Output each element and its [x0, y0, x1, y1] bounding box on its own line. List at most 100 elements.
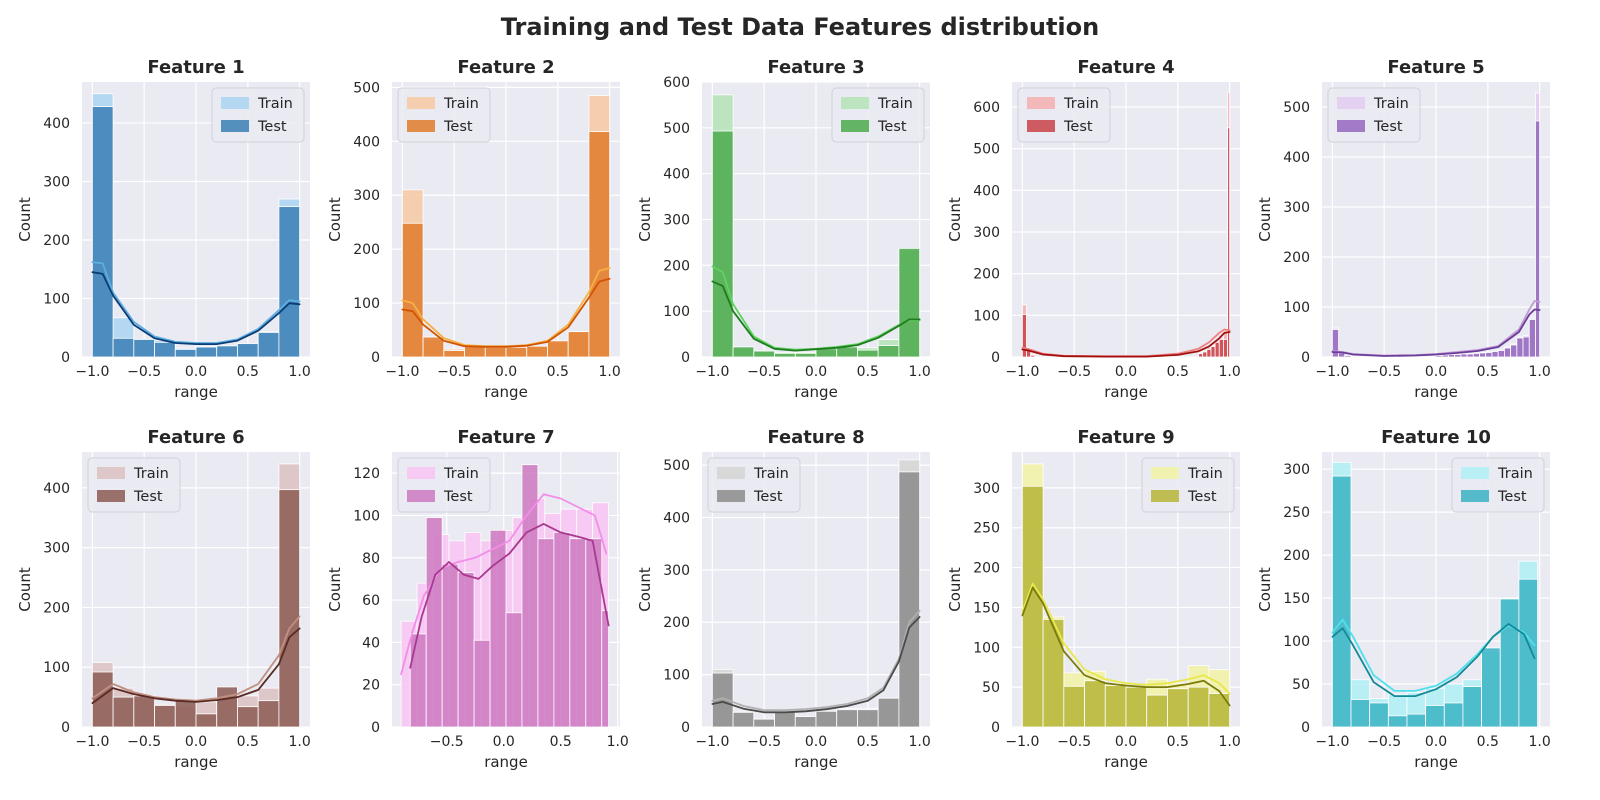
subplot-title: Feature 4: [1077, 57, 1174, 78]
y-tick-label: 400: [663, 167, 690, 183]
kde-line-test: [1331, 623, 1536, 697]
y-tick-label: 40: [362, 635, 380, 651]
histogram-bar: [443, 350, 465, 358]
legend-label-test: Test: [1497, 489, 1527, 505]
x-tick-label: −1.0: [385, 364, 419, 380]
histogram-bar: [1510, 344, 1518, 358]
y-tick-label: 0: [681, 720, 690, 736]
subplot-5: −1.0 −0.5 0.0 0.5 1.0 0 100 200 300 400 500 Feature…: [1256, 57, 1551, 401]
histogram-bar: [774, 352, 796, 358]
x-tick-label: −1.0: [75, 734, 109, 750]
legend: Train Test: [87, 457, 181, 513]
y-tick-label: 150: [1283, 591, 1310, 607]
y-tick-label: 100: [1283, 634, 1310, 650]
y-tick-label: 500: [663, 458, 690, 474]
histogram-bar: [753, 350, 775, 358]
y-tick-label: 0: [371, 720, 380, 736]
legend-label-train: Train: [1497, 466, 1533, 482]
legend-label-train: Train: [877, 96, 913, 112]
legend-swatch-test: [841, 120, 869, 132]
y-tick-label: 50: [982, 680, 1000, 696]
histogram-bar: [1479, 352, 1487, 358]
subplot-title: Feature 9: [1077, 427, 1174, 448]
x-tick-label: 0.5: [1167, 734, 1189, 750]
legend-label-test: Test: [753, 489, 783, 505]
x-tick-label: −1.0: [695, 734, 729, 750]
figure-title: Training and Test Data Features distribu…: [501, 13, 1099, 41]
histogram-bar: [91, 671, 114, 728]
histogram-bar: [216, 686, 238, 728]
y-axis-label: Count: [16, 197, 34, 242]
histogram-bar: [1210, 346, 1216, 358]
x-tick-label: −1.0: [1005, 364, 1039, 380]
x-axis-label: range: [1414, 383, 1458, 401]
histogram-bar: [569, 538, 587, 728]
histogram-bar: [1084, 680, 1106, 728]
histogram-bar: [473, 639, 491, 728]
subplot-title: Feature 10: [1381, 427, 1491, 448]
legend-swatch-test: [717, 490, 745, 502]
histogram-bar: [237, 343, 259, 358]
legend-label-train: Train: [1373, 96, 1409, 112]
histogram-bar: [1125, 686, 1148, 728]
histogram-bar: [237, 706, 259, 728]
legend: Train Test: [211, 87, 305, 143]
histogram-bar: [1443, 702, 1464, 728]
x-tick-label: −1.0: [1315, 364, 1349, 380]
y-axis-label: Count: [1256, 567, 1274, 612]
histogram-bar: [1218, 339, 1224, 358]
legend: Train Test: [397, 457, 491, 513]
y-axis-label: Count: [326, 197, 344, 242]
x-tick-label: 1.0: [1219, 364, 1241, 380]
histogram-bar: [1481, 647, 1501, 728]
x-tick-label: 0.0: [1425, 734, 1447, 750]
x-tick-label: 0.5: [1477, 364, 1499, 380]
subplot-title: Feature 2: [457, 57, 554, 78]
legend-label-test: Test: [1187, 489, 1217, 505]
histogram-bar: [815, 710, 838, 728]
histogram-bar: [112, 696, 135, 728]
x-tick-label: −1.0: [1005, 734, 1039, 750]
kde-line-test: [409, 523, 610, 669]
histogram-bar: [547, 340, 569, 358]
x-tick-label: −0.5: [127, 734, 161, 750]
y-tick-label: 200: [663, 615, 690, 631]
x-tick-label: −0.5: [1057, 364, 1091, 380]
histogram-bar: [794, 352, 817, 358]
histogram-bar: [1198, 353, 1204, 358]
x-tick-label: 0.0: [185, 364, 207, 380]
subplot-title: Feature 7: [457, 427, 554, 448]
y-axis-label: Count: [636, 197, 654, 242]
y-tick-label: 500: [1283, 100, 1310, 116]
x-tick-label: 0.5: [237, 734, 259, 750]
histogram-bar: [836, 346, 858, 358]
histogram-bar: [489, 529, 507, 728]
legend-swatch-train: [717, 467, 745, 479]
x-tick-label: 1.0: [909, 734, 931, 750]
histogram-bar: [1167, 688, 1189, 728]
y-tick-label: 500: [353, 80, 380, 96]
legend-swatch-train: [1151, 467, 1179, 479]
y-tick-label: 100: [663, 668, 690, 684]
x-tick-label: −0.5: [1367, 734, 1401, 750]
histogram-bar: [1331, 329, 1339, 358]
x-tick-label: 0.5: [1167, 364, 1189, 380]
y-tick-label: 0: [991, 720, 1000, 736]
y-tick-label: 0: [61, 350, 70, 366]
y-tick-label: 250: [973, 521, 1000, 537]
y-tick-label: 300: [1283, 462, 1310, 478]
y-tick-label: 400: [43, 481, 70, 497]
y-tick-label: 0: [1301, 720, 1310, 736]
histogram-bar: [484, 346, 507, 358]
y-tick-label: 400: [353, 134, 380, 150]
x-tick-label: −1.0: [695, 364, 729, 380]
y-axis-label: Count: [1256, 197, 1274, 242]
subplot-10: −1.0 −0.5 0.0 0.5 1.0 0 50 100 150 200 250 300 Featu…: [1256, 427, 1551, 771]
legend-label-train: Train: [1063, 96, 1099, 112]
histogram-bar: [1206, 349, 1212, 358]
legend: Train Test: [831, 87, 925, 143]
y-tick-label: 100: [973, 640, 1000, 656]
histogram-bar: [1441, 354, 1449, 358]
x-tick-label: 0.0: [1425, 364, 1447, 380]
